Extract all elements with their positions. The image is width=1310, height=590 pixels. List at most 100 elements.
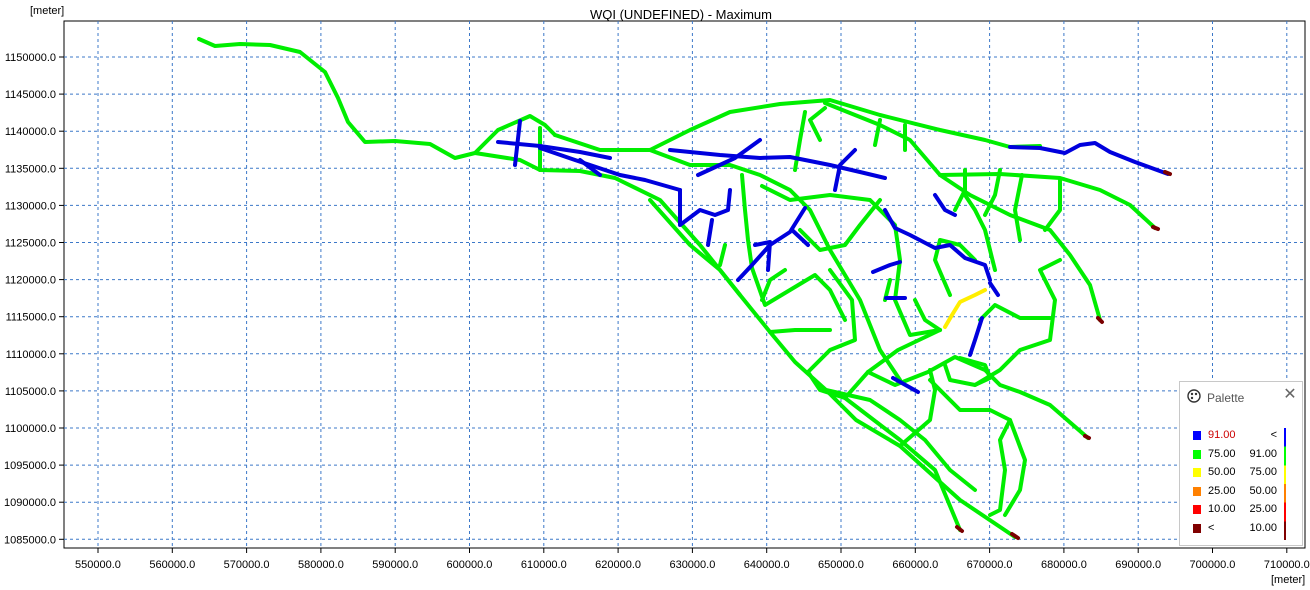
river-reach bbox=[938, 172, 1157, 230]
y-tick-label: 1115000.0 bbox=[6, 312, 56, 324]
x-tick-label: 690000.0 bbox=[1115, 559, 1161, 571]
palette-header[interactable]: Palette ✕ bbox=[1180, 382, 1302, 410]
outlet-marker bbox=[1010, 532, 1020, 540]
river-reach bbox=[753, 240, 772, 272]
river-reach bbox=[808, 106, 827, 142]
legend-upper-bound: < bbox=[1270, 429, 1277, 441]
legend-upper-bound: 25.00 bbox=[1249, 503, 1277, 515]
river-reach bbox=[1013, 173, 1024, 242]
x-tick-label: 610000.0 bbox=[521, 559, 567, 571]
y-tick-label: 1145000.0 bbox=[5, 89, 56, 101]
palette-panel[interactable]: Palette ✕ 91.00 < 75.00 91.00 50.00 75.00 25.0… bbox=[1179, 381, 1303, 546]
legend-swatch bbox=[1193, 468, 1201, 477]
y-tick-label: 1105000.0 bbox=[5, 386, 56, 398]
y-tick-label: 1120000.0 bbox=[5, 275, 56, 287]
river-reach bbox=[806, 268, 942, 400]
river-reach bbox=[678, 188, 732, 227]
y-tick-label: 1085000.0 bbox=[4, 534, 56, 546]
outlet-marker bbox=[1151, 225, 1160, 231]
close-icon[interactable]: ✕ bbox=[1283, 386, 1297, 403]
x-tick-label: 710000.0 bbox=[1264, 559, 1310, 571]
river-reach bbox=[538, 146, 682, 192]
x-tick-label: 600000.0 bbox=[447, 559, 493, 571]
legend-color-bar bbox=[1284, 428, 1286, 540]
legend-row: 91.00 < bbox=[1180, 428, 1302, 444]
outlet-marker bbox=[1163, 170, 1172, 176]
y-tick-label: 1090000.0 bbox=[4, 497, 56, 509]
legend-row: 10.00 25.00 bbox=[1180, 502, 1302, 518]
river-reach bbox=[988, 281, 1000, 297]
river-reach bbox=[824, 388, 977, 492]
river-reach bbox=[968, 316, 984, 357]
reaches-wqi-50-75 bbox=[943, 288, 987, 329]
x-axis-unit: [meter] bbox=[1271, 574, 1305, 586]
x-tick-label: 680000.0 bbox=[1041, 559, 1087, 571]
y-tick-label: 1130000.0 bbox=[5, 200, 56, 212]
y-tick-label: 1110000.0 bbox=[6, 349, 56, 361]
river-reach bbox=[883, 208, 992, 282]
legend-lower-bound: 75.00 bbox=[1208, 447, 1236, 460]
x-tick-label: 550000.0 bbox=[75, 559, 121, 571]
river-reach bbox=[798, 198, 882, 252]
y-axis-ticks: 1150000.0 1145000.0 1140000.0 1135000.0 1130… bbox=[4, 52, 64, 546]
palette-title: Palette bbox=[1207, 391, 1245, 405]
legend-lower-bound: 25.00 bbox=[1208, 484, 1236, 497]
river-reach bbox=[578, 158, 602, 177]
y-tick-label: 1095000.0 bbox=[4, 460, 56, 472]
legend-swatch bbox=[1193, 505, 1201, 514]
legend-upper-bound: 50.00 bbox=[1249, 484, 1277, 497]
legend-swatch bbox=[1193, 486, 1201, 496]
legend-row: 25.00 50.00 bbox=[1180, 484, 1302, 500]
x-axis-ticks: 550000.0 560000.0 570000.0 580000.0 590000.0… bbox=[75, 548, 1310, 571]
plot-area[interactable] bbox=[63, 20, 1306, 549]
river-reach bbox=[871, 260, 902, 274]
legend-row: 75.00 91.00 bbox=[1180, 447, 1302, 463]
y-tick-label: 1135000.0 bbox=[5, 163, 56, 175]
river-network bbox=[197, 37, 1172, 540]
river-reach bbox=[668, 148, 887, 180]
x-tick-label: 640000.0 bbox=[744, 559, 790, 571]
outlet-marker bbox=[955, 525, 964, 533]
river-reach bbox=[648, 198, 742, 297]
river-reach bbox=[197, 37, 557, 160]
river-reach bbox=[913, 298, 942, 332]
legend-upper-bound: 75.00 bbox=[1249, 466, 1277, 478]
river-reach bbox=[928, 378, 1012, 517]
river-reach bbox=[963, 193, 997, 272]
map-title: WQI (UNDEFINED) - Maximum bbox=[590, 7, 772, 22]
x-tick-label: 670000.0 bbox=[967, 559, 1013, 571]
river-reach bbox=[943, 288, 987, 329]
river-reach bbox=[718, 243, 727, 267]
river-reach bbox=[978, 303, 1052, 322]
river-reach bbox=[843, 396, 962, 532]
outlet-marker bbox=[1083, 434, 1091, 440]
river-reach bbox=[768, 328, 832, 334]
outlet-markers bbox=[955, 170, 1172, 540]
reaches-wqi-above-91 bbox=[496, 119, 1170, 394]
legend-swatch bbox=[1193, 523, 1201, 533]
outlet-marker bbox=[1096, 316, 1104, 324]
legend-lower-bound: < bbox=[1208, 521, 1215, 534]
legend-upper-bound: 91.00 bbox=[1249, 447, 1277, 460]
y-tick-label: 1150000.0 bbox=[5, 52, 56, 64]
river-reach bbox=[790, 228, 810, 247]
river-reach bbox=[696, 138, 762, 177]
river-reach bbox=[873, 118, 882, 147]
x-tick-label: 660000.0 bbox=[892, 559, 938, 571]
river-reach bbox=[760, 268, 787, 302]
y-tick-label: 1140000.0 bbox=[5, 126, 56, 138]
x-tick-label: 580000.0 bbox=[298, 559, 344, 571]
x-tick-label: 590000.0 bbox=[372, 559, 418, 571]
x-tick-label: 630000.0 bbox=[669, 559, 715, 571]
palette-icon bbox=[1187, 389, 1201, 403]
river-reach bbox=[1003, 418, 1027, 517]
river-reach bbox=[891, 376, 920, 394]
legend-row: 50.00 75.00 bbox=[1180, 465, 1302, 481]
river-reach bbox=[933, 193, 957, 217]
river-reach bbox=[706, 218, 714, 247]
legend-swatch bbox=[1193, 449, 1201, 459]
legend-lower-bound: 50.00 bbox=[1208, 466, 1236, 478]
x-tick-label: 700000.0 bbox=[1190, 559, 1236, 571]
river-reach bbox=[513, 119, 522, 167]
